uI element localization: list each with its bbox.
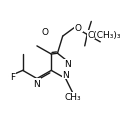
Text: C(CH₃)₃: C(CH₃)₃ xyxy=(87,31,121,40)
Text: N: N xyxy=(62,70,69,79)
Text: N: N xyxy=(34,79,40,88)
Text: CH₃: CH₃ xyxy=(64,93,81,101)
Text: O: O xyxy=(41,27,48,36)
Text: N: N xyxy=(64,60,71,69)
Text: O: O xyxy=(75,23,82,32)
Text: F: F xyxy=(10,72,15,81)
